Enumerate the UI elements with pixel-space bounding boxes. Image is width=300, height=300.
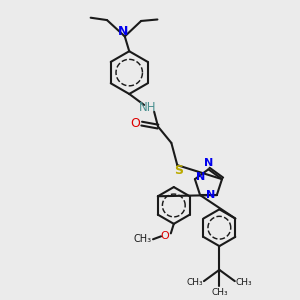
Text: N: N	[206, 190, 215, 200]
Text: N: N	[118, 25, 128, 38]
Text: NH: NH	[139, 101, 156, 114]
Text: CH₃: CH₃	[187, 278, 203, 287]
Text: CH₃: CH₃	[236, 278, 252, 287]
Text: CH₃: CH₃	[211, 289, 228, 298]
Text: N: N	[204, 158, 214, 168]
Text: O: O	[130, 116, 140, 130]
Text: S: S	[174, 164, 183, 177]
Text: N: N	[196, 172, 206, 182]
Text: CH₃: CH₃	[134, 234, 152, 244]
Text: O: O	[160, 231, 169, 241]
